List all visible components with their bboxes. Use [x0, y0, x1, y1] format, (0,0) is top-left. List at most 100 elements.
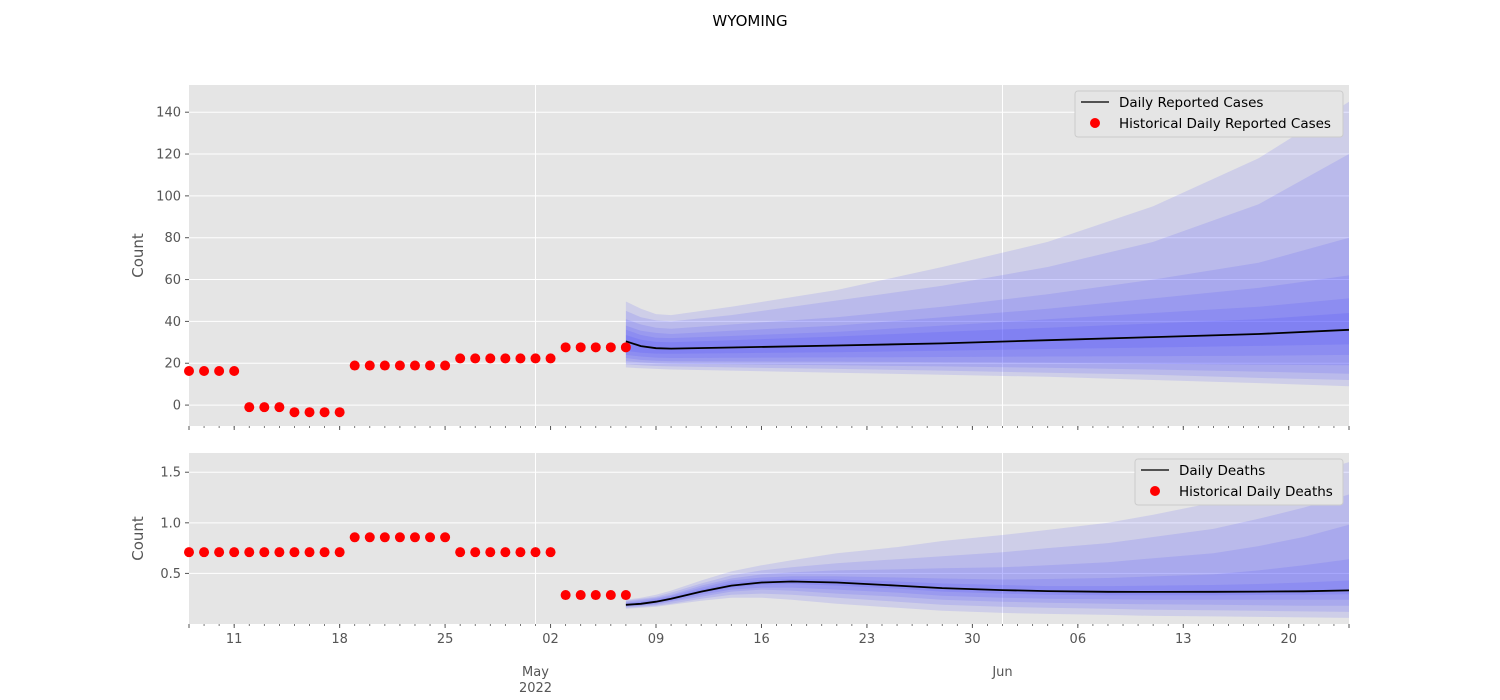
cases-y-ticks: 0 20 40 60 80 100 120 140 [156, 106, 189, 414]
forecast-band-4 [625, 298, 1349, 358]
cases-panel: 0 20 40 60 80 100 120 140 Count Daily Reported … [129, 85, 1350, 430]
cases-legend-box [1074, 90, 1344, 138]
historical-point [620, 590, 631, 601]
historical-point [364, 360, 375, 371]
deaths-legend-point-swatch [1150, 486, 1160, 496]
deaths-legend: Daily Deaths Historical Daily Deaths [1134, 458, 1344, 506]
historical-point [470, 547, 481, 558]
historical-point [409, 360, 420, 371]
deaths-forecast-bands [625, 462, 1349, 618]
deaths-historical-points [184, 532, 631, 601]
historical-point [364, 532, 375, 543]
historical-point [500, 353, 511, 364]
x-week-label: 20 [1280, 632, 1297, 647]
forecast-band-3 [625, 275, 1349, 366]
historical-point [455, 353, 466, 364]
x-week-label: 09 [648, 632, 665, 647]
forecast-band-2 [625, 237, 1349, 374]
historical-point [349, 532, 360, 543]
cases-legend-point-swatch [1090, 118, 1100, 128]
y-tick-label: 80 [164, 231, 181, 246]
forecast-band-0 [625, 101, 1349, 387]
cases-forecast-bands [625, 101, 1349, 387]
cases-legend-median-label: Daily Reported Cases [1119, 95, 1263, 111]
historical-point [440, 532, 451, 543]
historical-point [289, 547, 300, 558]
historical-point [409, 532, 420, 543]
y-tick-label: 120 [156, 148, 181, 163]
cases-y-axis-label: Count [129, 233, 147, 278]
y-tick-label: 1.5 [160, 466, 181, 481]
historical-point [560, 342, 571, 353]
historical-point [575, 590, 586, 601]
historical-point [530, 353, 541, 364]
historical-point [425, 532, 436, 543]
historical-point [455, 547, 466, 558]
forecast-band-4 [625, 579, 1349, 606]
x-week-label: 11 [226, 632, 243, 647]
historical-point [485, 547, 496, 558]
historical-point [515, 353, 526, 364]
deaths-y-axis-label: Count [129, 516, 147, 561]
historical-point [605, 590, 616, 601]
historical-point [500, 547, 511, 558]
y-tick-label: 60 [164, 273, 181, 288]
historical-point [274, 547, 285, 558]
historical-point [590, 590, 601, 601]
historical-point [379, 360, 390, 371]
x-week-label: 13 [1175, 632, 1192, 647]
x-month-label: Jun [991, 665, 1012, 680]
historical-point [575, 342, 586, 353]
y-tick-label: 100 [156, 189, 181, 204]
historical-point [530, 547, 541, 558]
historical-point [289, 407, 300, 418]
y-tick-label: 1.0 [160, 516, 181, 531]
historical-point [590, 342, 601, 353]
cases-gridlines [189, 85, 1349, 426]
x-week-label: 30 [964, 632, 981, 647]
historical-point [560, 590, 571, 601]
deaths-y-ticks: 0.5 1.0 1.5 [160, 466, 189, 582]
historical-point [259, 402, 270, 413]
historical-point [440, 360, 451, 371]
y-tick-label: 0 [173, 399, 181, 414]
historical-point [184, 365, 194, 376]
historical-point [229, 547, 240, 558]
x-week-label: 25 [437, 632, 454, 647]
historical-point [545, 547, 556, 558]
x-week-label: 16 [753, 632, 770, 647]
historical-point [199, 547, 210, 558]
historical-point [214, 547, 225, 558]
historical-point [184, 547, 194, 558]
deaths-legend-median-label: Daily Deaths [1179, 463, 1265, 479]
cases-median-line [625, 328, 1350, 350]
cases-legend-historical-label: Historical Daily Reported Cases [1119, 116, 1331, 132]
historical-point [620, 342, 631, 353]
cases-x-ticks [188, 426, 1350, 430]
historical-point [485, 353, 496, 364]
historical-point [304, 407, 315, 418]
x-week-label: 23 [859, 632, 876, 647]
y-tick-label: 20 [164, 357, 181, 372]
historical-point [244, 547, 255, 558]
forecast-band-2 [625, 524, 1349, 607]
deaths-legend-historical-label: Historical Daily Deaths [1179, 484, 1333, 500]
historical-point [319, 407, 330, 418]
deaths-x-ticks [188, 624, 1350, 628]
historical-point [394, 532, 405, 543]
y-tick-label: 40 [164, 315, 181, 330]
x-year-label: 2022 [519, 681, 552, 696]
x-week-label: 02 [542, 632, 559, 647]
historical-point [425, 360, 436, 371]
deaths-median-line [625, 580, 1350, 606]
forecast-band-5 [625, 313, 1349, 354]
cases-historical-points [184, 342, 631, 418]
historical-point [334, 547, 345, 558]
historical-point [334, 407, 345, 418]
y-tick-label: 0.5 [160, 567, 181, 582]
x-week-label: 06 [1070, 632, 1087, 647]
historical-point [244, 402, 255, 413]
figure-title: WYOMING [712, 12, 787, 30]
